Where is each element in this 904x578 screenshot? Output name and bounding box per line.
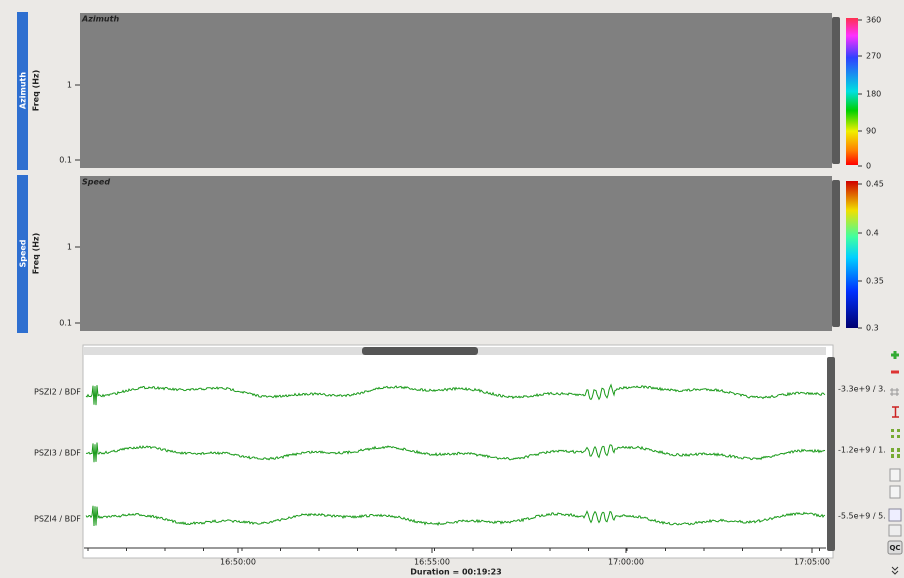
colorbar-tick-label: 0.4 <box>866 229 879 238</box>
trace-label: PSZI4 / BDF <box>34 515 81 524</box>
y-axis-label: Freq (Hz) <box>32 233 41 275</box>
trace-label: PSZI2 / BDF <box>34 388 81 397</box>
duration: Duration = 00:19:23 <box>410 568 502 577</box>
pick-button[interactable] <box>889 509 901 521</box>
freq-tick-label: 0.1 <box>59 319 72 328</box>
spectrogram <box>80 13 832 168</box>
colorbar-tick-label: 360 <box>866 16 881 25</box>
vertical-bar[interactable] <box>827 357 835 551</box>
app-window: Duration = 00:19:23 QC Azimuth Freq (Hz) 1… <box>0 0 904 578</box>
layout-button-2[interactable] <box>891 448 900 458</box>
time-tick-label: 17:05:00 <box>794 558 830 567</box>
colorbar-tick-label: 0.45 <box>866 180 884 189</box>
spectrogram <box>80 176 832 331</box>
colorbar-tick-label: 0.3 <box>866 324 879 333</box>
colorbar-tick-label: 0.35 <box>866 277 884 286</box>
list-button[interactable] <box>889 525 901 536</box>
trace-range: -5.5e+9 / 5. <box>838 512 886 521</box>
time-tick-label: 17:00:00 <box>608 558 644 567</box>
trace-range: -1.2e+9 / 1. <box>838 446 886 455</box>
time-tick-label: 16:55:00 <box>414 558 450 567</box>
add-button[interactable] <box>891 351 899 359</box>
toolbar: QC <box>888 351 902 574</box>
time-tick-label: 16:50:00 <box>220 558 256 567</box>
trace-range: -3.3e+9 / 3. <box>838 385 886 394</box>
colorbar-tick-label: 90 <box>866 127 876 136</box>
tab-label: Azimuth <box>19 72 28 109</box>
scale-button[interactable] <box>892 407 899 417</box>
colorbar <box>846 18 858 165</box>
freq-tick-label: 1 <box>67 243 72 252</box>
colorbar-tick-label: 180 <box>866 90 881 99</box>
tab-label: Speed <box>19 239 28 267</box>
expand-button[interactable] <box>892 567 898 574</box>
info-button[interactable] <box>890 469 900 481</box>
qc-label: QC <box>889 544 900 552</box>
info-button-2[interactable] <box>890 486 900 498</box>
vertical-bar[interactable] <box>832 17 840 164</box>
trace-label: PSZI3 / BDF <box>34 449 81 458</box>
y-axis-label: Freq (Hz) <box>32 70 41 112</box>
panel-title: Speed <box>82 178 110 187</box>
colorbar-tick-label: 0 <box>866 162 871 171</box>
panel-title: Azimuth <box>81 15 119 24</box>
freq-tick-label: 0.1 <box>59 156 72 165</box>
vertical-bar[interactable] <box>832 180 840 327</box>
colorbar-tick-label: 270 <box>866 52 881 61</box>
freq-tick-label: 1 <box>67 81 72 90</box>
scroll-thumb[interactable] <box>362 347 478 355</box>
grid-button[interactable] <box>890 388 899 396</box>
layout-button[interactable] <box>891 429 900 438</box>
waveform-panel <box>83 345 833 558</box>
colorbar <box>846 181 858 328</box>
